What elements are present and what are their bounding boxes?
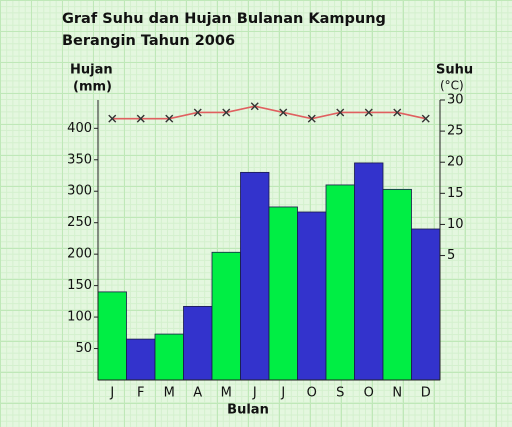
temperature-marker [307,114,316,123]
bar [354,162,384,381]
x-tick-label: D [421,386,431,401]
y-axis-label: Hujan [70,63,113,78]
bar [211,251,241,381]
y2-tick-label: 10 [447,217,464,232]
bar [325,184,355,381]
y2-tick-label: 30 [447,93,464,108]
y-tick-label: 250 [67,215,92,230]
temperature-marker [421,114,430,123]
x-tick-label: O [364,386,374,401]
bar [297,211,327,381]
x-tick-label: J [252,386,257,401]
chart-title: Berangin Tahun 2006 [62,33,235,49]
y2-tick-label: 5 [447,248,455,263]
temperature-marker [364,108,373,117]
bar [382,188,412,381]
x-tick-label: N [392,386,402,401]
temperature-marker [108,114,117,123]
temperature-marker [222,108,231,117]
x-tick-label: J [280,386,285,401]
y-tick-label: 100 [67,310,92,325]
y2-axis-label: Suhu [436,63,473,78]
bar [126,338,156,381]
temperature-marker [136,114,145,123]
temperature-marker [250,102,259,111]
y2-tick-label: 15 [447,186,464,201]
x-tick-label: O [307,386,317,401]
x-tick-label: F [137,386,144,401]
x-tick-label: J [109,386,114,401]
y-tick-label: 400 [67,121,92,136]
temperature-marker [393,108,402,117]
temperature-marker [165,114,174,123]
bar [268,206,298,381]
x-tick-label: M [221,386,232,401]
y-tick-label: 50 [75,341,92,356]
temperature-marker [279,108,288,117]
y-tick-label: 200 [67,247,92,262]
bar [240,171,270,381]
y-tick-label: 350 [67,152,92,167]
bar [97,291,127,381]
y2-tick-label: 20 [447,155,464,170]
y2-tick-label: 25 [447,124,464,139]
temperature-line [112,105,426,120]
bar [183,305,213,381]
bar [154,333,184,381]
temperature-marker [336,108,345,117]
x-tick-label: S [336,386,344,401]
x-tick-label: A [193,386,202,401]
temperature-marker [193,108,202,117]
x-axis-label: Bulan [227,403,269,418]
y2-axis-label: (°C) [440,79,464,93]
y-tick-label: 300 [67,184,92,199]
chart-title: Graf Suhu dan Hujan Bulanan Kampung [62,11,386,27]
y-tick-label: 150 [67,278,92,293]
x-tick-label: M [164,386,175,401]
bar [411,228,441,381]
y-axis-label: (mm) [73,80,112,95]
